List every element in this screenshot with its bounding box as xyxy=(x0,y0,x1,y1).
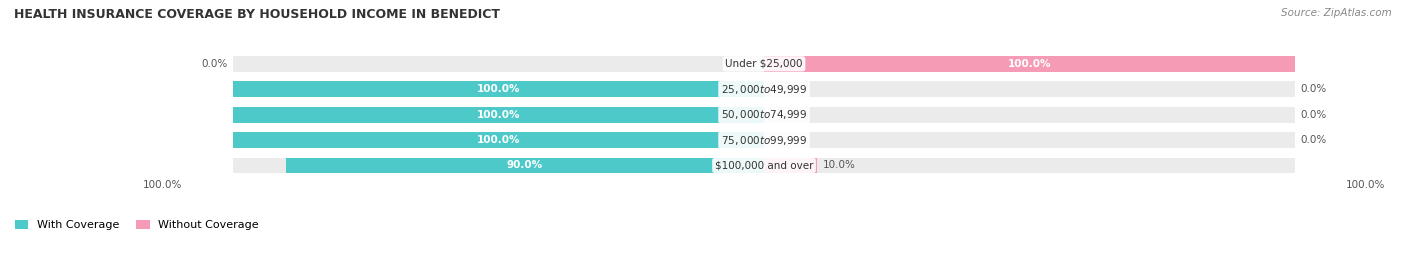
Bar xyxy=(763,56,1295,72)
Bar xyxy=(233,132,763,148)
Bar xyxy=(233,107,763,122)
Text: Source: ZipAtlas.com: Source: ZipAtlas.com xyxy=(1281,8,1392,18)
Text: 0.0%: 0.0% xyxy=(1301,110,1327,120)
Text: $25,000 to $49,999: $25,000 to $49,999 xyxy=(721,83,807,96)
Text: $75,000 to $99,999: $75,000 to $99,999 xyxy=(721,133,807,147)
Text: 100.0%: 100.0% xyxy=(142,179,181,190)
Text: 100.0%: 100.0% xyxy=(1347,179,1386,190)
Bar xyxy=(763,107,1295,122)
Bar xyxy=(233,132,763,148)
Bar xyxy=(233,81,763,97)
Bar xyxy=(233,56,763,72)
Bar xyxy=(233,107,763,122)
Text: Under $25,000: Under $25,000 xyxy=(725,59,803,69)
Text: 10.0%: 10.0% xyxy=(823,160,855,171)
Text: 100.0%: 100.0% xyxy=(477,84,520,94)
Bar xyxy=(285,158,763,173)
Bar xyxy=(763,158,817,173)
Legend: With Coverage, Without Coverage: With Coverage, Without Coverage xyxy=(15,220,259,231)
Bar xyxy=(763,81,1295,97)
Bar xyxy=(763,56,1295,72)
Text: $50,000 to $74,999: $50,000 to $74,999 xyxy=(721,108,807,121)
Bar xyxy=(763,158,1295,173)
Text: 100.0%: 100.0% xyxy=(477,110,520,120)
Text: 100.0%: 100.0% xyxy=(477,135,520,145)
Text: HEALTH INSURANCE COVERAGE BY HOUSEHOLD INCOME IN BENEDICT: HEALTH INSURANCE COVERAGE BY HOUSEHOLD I… xyxy=(14,8,501,21)
Bar xyxy=(233,81,763,97)
Text: 100.0%: 100.0% xyxy=(1008,59,1052,69)
Bar xyxy=(763,132,1295,148)
Text: 0.0%: 0.0% xyxy=(1301,84,1327,94)
Text: 90.0%: 90.0% xyxy=(508,160,543,171)
Text: $100,000 and over: $100,000 and over xyxy=(714,160,813,171)
Text: 0.0%: 0.0% xyxy=(1301,135,1327,145)
Bar xyxy=(233,158,763,173)
Text: 0.0%: 0.0% xyxy=(201,59,228,69)
